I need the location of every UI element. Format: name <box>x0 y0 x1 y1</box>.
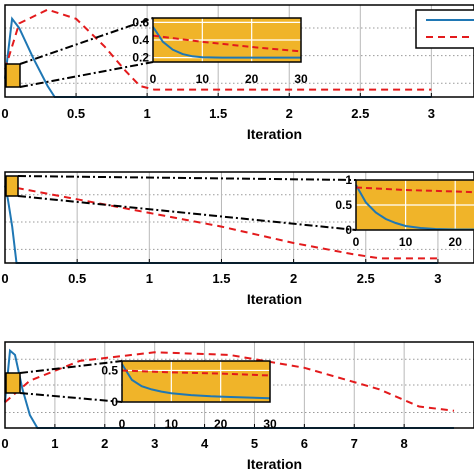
inset-series-line-blue <box>152 26 301 59</box>
inset-x-tick-label: 30 <box>294 72 308 86</box>
inset-x-tick-label: 20 <box>214 417 228 431</box>
inset-y-tick-label: 1 <box>345 173 352 187</box>
x-tick-label: 2 <box>101 436 108 451</box>
x-tick-label: 2.5 <box>357 271 375 286</box>
zoom-connector-line <box>19 17 154 65</box>
x-tick-label: 5 <box>251 436 258 451</box>
zoom-region-box <box>5 175 19 197</box>
x-tick-label: 0.5 <box>68 271 86 286</box>
series-line-red <box>4 351 455 412</box>
inset-frame <box>121 360 271 403</box>
inset-y-tick-label: 0.5 <box>335 198 352 212</box>
panel-2: 0 0.5 1 1.5 2 2.5 3 0 10 20 0 0.5 1 Iteration <box>1 171 474 307</box>
series-line-red <box>4 184 438 260</box>
inset-series-line-blue <box>121 363 271 400</box>
x-tick-label: 2 <box>290 271 297 286</box>
x-tick-label: 4 <box>201 436 209 451</box>
x-tick-label: 0 <box>1 436 8 451</box>
inset-x-tick-label: 0 <box>353 235 360 249</box>
x-tick-label: 0 <box>1 106 8 121</box>
x-tick-label: 2.5 <box>351 106 369 121</box>
x-tick-label: 2 <box>286 106 293 121</box>
inset-series-line-red <box>152 34 302 53</box>
x-tick-label: 7 <box>351 436 358 451</box>
x-tick-label: 3 <box>434 271 441 286</box>
inset-y-tick-label: 0.6 <box>132 15 149 29</box>
axes-frame <box>4 171 474 264</box>
zoom-connector-line <box>19 61 154 88</box>
inset-x-tick-label: 0 <box>150 72 157 86</box>
x-tick-label: 0 <box>1 271 8 286</box>
inset-x-tick-label: 30 <box>263 417 277 431</box>
x-tick-label: 1.5 <box>212 271 230 286</box>
axes-frame <box>4 341 474 429</box>
x-tick-label: 0.5 <box>67 106 85 121</box>
inset-y-tick-label: 0.5 <box>101 363 118 377</box>
inset-y-tick-label: 0.4 <box>132 33 149 47</box>
inset-series-line-red <box>355 186 474 194</box>
inset-x-tick-label: 20 <box>449 235 463 249</box>
x-tick-label: 1 <box>144 106 151 121</box>
x-axis-label: Iteration <box>247 126 302 142</box>
series-line-red <box>4 8 432 91</box>
panel-3: 0 1 2 3 4 5 6 7 8 0 10 20 30 0 0.5 Iteration <box>1 341 474 472</box>
x-tick-label: 6 <box>301 436 308 451</box>
inset-x-tick-label: 0 <box>119 417 126 431</box>
inset-x-tick-label: 20 <box>245 72 259 86</box>
inset-series-line-red <box>121 369 271 377</box>
x-tick-label: 3 <box>428 106 435 121</box>
x-tick-label: 1.5 <box>209 106 227 121</box>
inset-x-tick-label: 10 <box>165 417 179 431</box>
zoom-region-box <box>5 63 21 88</box>
zoom-connector-line <box>19 360 123 374</box>
inset-y-tick-label: 0 <box>345 223 352 237</box>
x-tick-label: 3 <box>151 436 158 451</box>
x-tick-label: 1 <box>146 271 153 286</box>
inset-y-tick-label: 0.2 <box>132 51 149 65</box>
inset-x-tick-label: 10 <box>196 72 210 86</box>
zoom-region-box <box>5 372 21 394</box>
x-axis-label: Iteration <box>247 456 302 472</box>
legend-box <box>415 9 474 49</box>
inset-frame <box>152 17 302 63</box>
zoom-connector-line <box>19 392 123 403</box>
inset-frame <box>355 179 474 231</box>
inset-x-tick-label: 10 <box>399 235 413 249</box>
axes-frame <box>4 4 474 98</box>
x-tick-label: 8 <box>401 436 408 451</box>
x-axis-label: Iteration <box>247 291 302 307</box>
inset-y-tick-label: 0 <box>111 395 118 409</box>
x-tick-label: 1 <box>51 436 58 451</box>
zoom-connector-line <box>17 195 357 231</box>
